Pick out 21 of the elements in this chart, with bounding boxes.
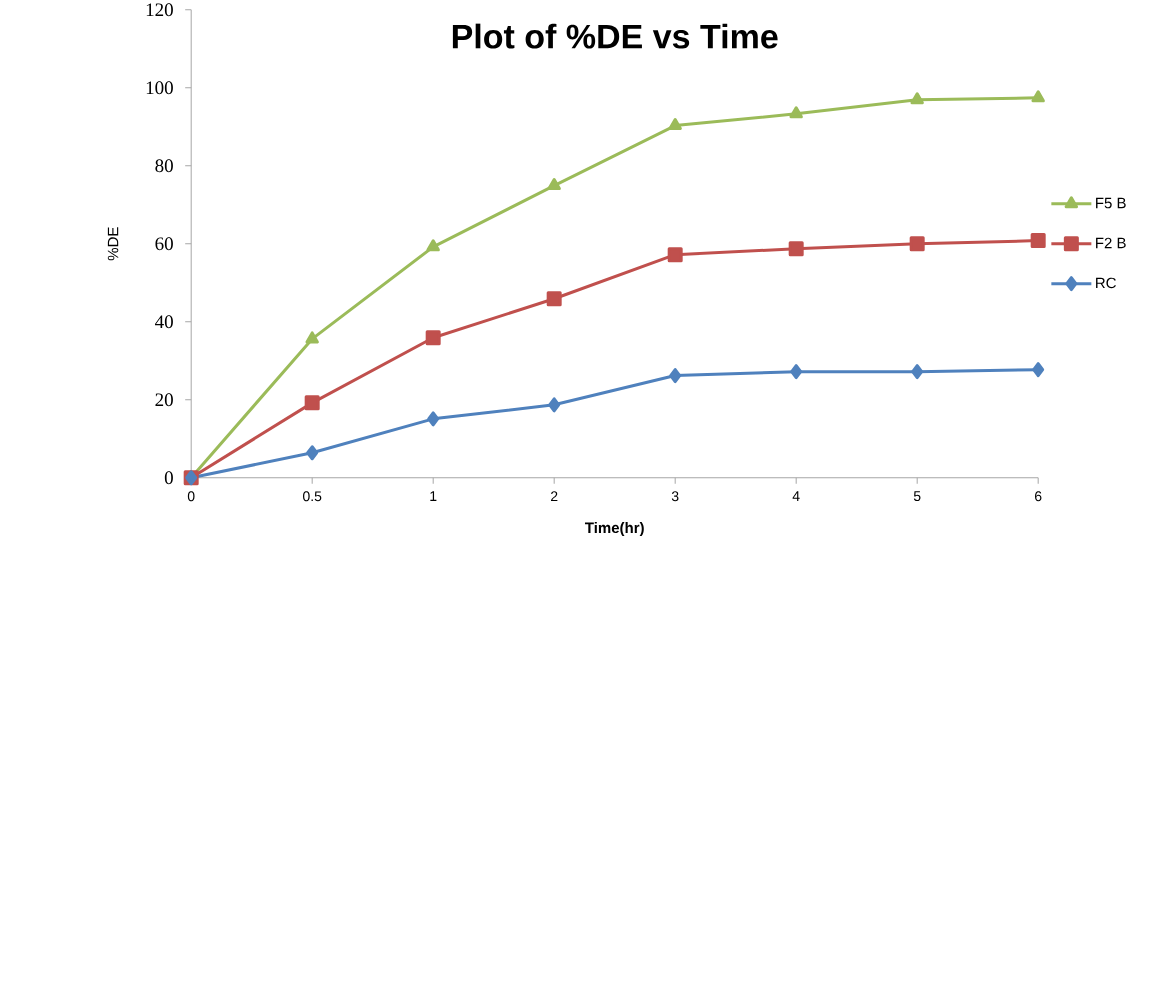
y-tick-label: 40 bbox=[155, 315, 173, 329]
legend-label: F2 B bbox=[1096, 237, 1126, 249]
x-tick-label: 5 bbox=[913, 491, 921, 501]
chart-title: Plot of %DE vs Time bbox=[452, 23, 778, 49]
x-tick-label: 1 bbox=[430, 491, 437, 501]
x-tick-label: 4 bbox=[792, 491, 800, 501]
y-tick-label: 100 bbox=[146, 81, 173, 95]
y-tick-label: 80 bbox=[155, 159, 173, 173]
y-tick-label: 0 bbox=[164, 471, 173, 485]
x-tick-label: 0 bbox=[187, 491, 195, 502]
legend-label: F5 B bbox=[1096, 197, 1126, 209]
legend-label: RC bbox=[1096, 277, 1116, 289]
y-tick-label: 60 bbox=[155, 237, 173, 251]
x-tick-label: 0.5 bbox=[303, 491, 322, 502]
x-tick-label: 6 bbox=[1035, 491, 1042, 502]
x-tick-label: 2 bbox=[551, 491, 558, 501]
x-tick-label: 3 bbox=[671, 491, 679, 502]
y-tick-label: 120 bbox=[146, 3, 173, 17]
y-tick-label: 20 bbox=[155, 393, 173, 407]
x-axis-title: Time(hr) bbox=[584, 521, 644, 536]
y-axis-title: %DE bbox=[107, 227, 119, 261]
